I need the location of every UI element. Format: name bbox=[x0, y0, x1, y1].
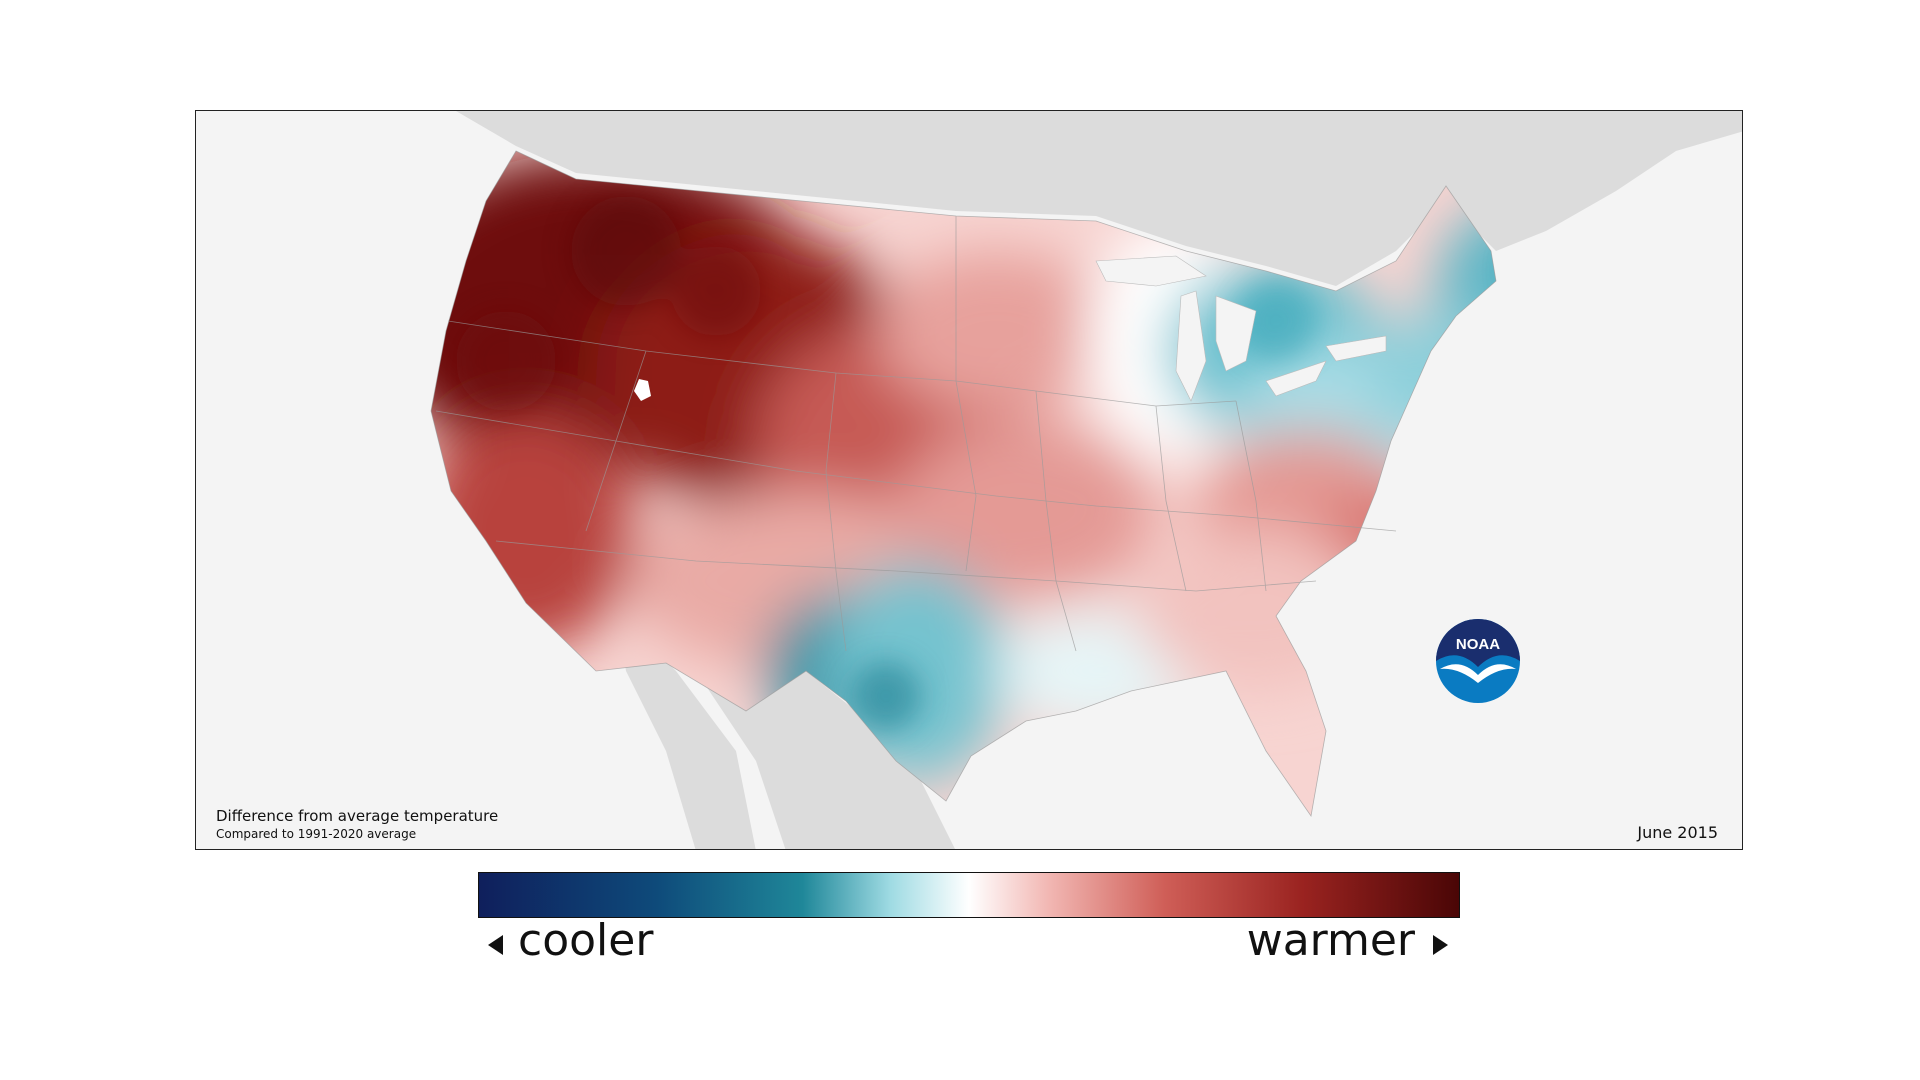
noaa-logo-icon: NOAA bbox=[1436, 619, 1520, 703]
surrounding-land bbox=[456, 111, 1742, 849]
state-borders bbox=[430, 150, 1497, 818]
color-scale-bar bbox=[478, 872, 1460, 918]
right-arrow-icon bbox=[1433, 935, 1448, 955]
great-salt-lake bbox=[634, 379, 651, 401]
map-date-label: June 2015 bbox=[1637, 823, 1718, 842]
great-lakes bbox=[1095, 255, 1387, 402]
left-arrow-icon bbox=[488, 935, 503, 955]
map-frame: Difference from average temperature Comp… bbox=[195, 110, 1743, 850]
map-caption-subtitle: Compared to 1991-2020 average bbox=[216, 827, 417, 841]
temperature-anomaly-map bbox=[430, 111, 1742, 849]
noaa-logo-text: NOAA bbox=[1456, 636, 1500, 653]
map-caption-title: Difference from average temperature bbox=[216, 807, 499, 825]
legend-warmer-label: warmer bbox=[1246, 915, 1415, 966]
legend-cooler-label: cooler bbox=[518, 915, 654, 966]
